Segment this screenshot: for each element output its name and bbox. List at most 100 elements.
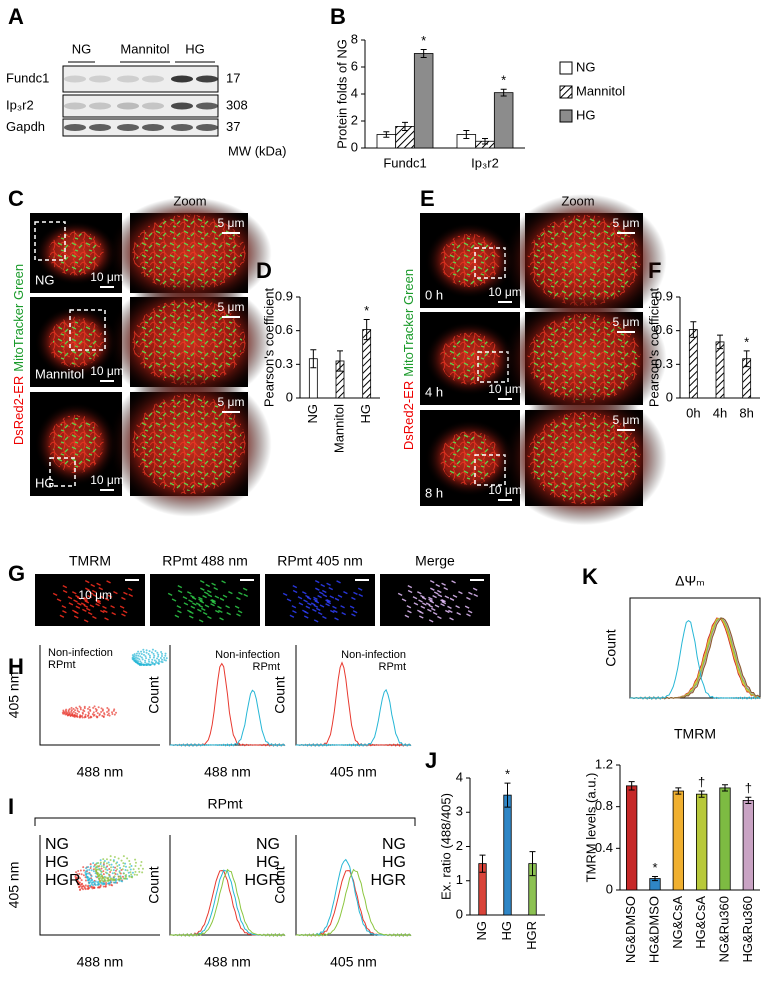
- mito: [236, 613, 241, 617]
- event-dot: [142, 663, 145, 666]
- y-tick-label: 0: [606, 881, 613, 896]
- event-dot: [161, 661, 164, 664]
- blot-strip: [62, 94, 219, 118]
- mito: [305, 605, 311, 609]
- y-tick-label: 4: [456, 769, 463, 784]
- x-tick-label: HG&DMSO: [646, 896, 661, 963]
- event-dot: [139, 655, 142, 658]
- event-dot: [144, 663, 147, 666]
- mito: [310, 602, 316, 606]
- event-dot: [79, 708, 82, 711]
- event-dot: [86, 885, 89, 888]
- bar: [719, 787, 731, 891]
- mito: [343, 591, 348, 595]
- mito: [445, 434, 495, 482]
- panel-title: RPmt: [208, 796, 243, 812]
- event-dot: [119, 867, 122, 870]
- mito: [530, 217, 638, 304]
- event-dot: [99, 862, 102, 865]
- mito: [204, 604, 210, 608]
- mito: [428, 619, 434, 623]
- legend-label: HGR: [45, 872, 81, 889]
- event-dot: [130, 865, 133, 868]
- event-dot: [78, 705, 81, 708]
- event-dot: [106, 869, 109, 872]
- panel-label: A: [8, 4, 24, 29]
- event-dot: [70, 709, 73, 712]
- error-bar: [482, 138, 488, 145]
- event-dot: [157, 653, 160, 656]
- event-dot: [124, 862, 127, 865]
- mito: [332, 605, 337, 609]
- event-dot: [98, 864, 101, 867]
- event-dot: [113, 713, 116, 716]
- mito: [236, 596, 241, 601]
- mito: [303, 615, 309, 619]
- stain-red: DsRed2-ER: [401, 381, 416, 450]
- mito: [430, 607, 436, 611]
- mito: [413, 602, 419, 606]
- event-dot: [147, 658, 150, 661]
- bar: [696, 793, 708, 891]
- event-dot: [96, 881, 99, 884]
- scale-label: 10 μm: [78, 588, 112, 602]
- mito: [349, 605, 355, 609]
- mito: [61, 605, 67, 609]
- event-dot: [137, 650, 140, 653]
- mito: [199, 600, 205, 604]
- mito: [73, 615, 79, 619]
- mito: [301, 591, 307, 595]
- zoom-box: [34, 221, 66, 261]
- mito: [186, 591, 192, 595]
- event-dot: [109, 871, 112, 874]
- event-dot: [147, 653, 150, 656]
- mito: [330, 609, 335, 614]
- x-tick-label: NG: [305, 404, 320, 424]
- condition-label: NG: [35, 272, 55, 287]
- error-bar: [310, 349, 317, 369]
- micrograph: [265, 574, 375, 626]
- event-dot: [92, 862, 95, 865]
- mito: [104, 617, 109, 621]
- mito: [171, 598, 177, 602]
- x-tick-label: 4h: [713, 405, 727, 420]
- event-dot: [111, 872, 114, 875]
- mito: [104, 597, 110, 601]
- event-dot: [96, 871, 99, 874]
- event-dot: [89, 716, 92, 719]
- mito: [202, 595, 207, 599]
- mito: [75, 594, 80, 599]
- x-axis-label: 488 nm: [204, 954, 251, 970]
- mito: [449, 597, 455, 601]
- significance: †: [698, 774, 705, 789]
- event-dot: [156, 651, 159, 654]
- mito: [90, 583, 96, 588]
- mito: [83, 596, 88, 600]
- mito: [313, 604, 319, 608]
- mito: [401, 598, 407, 602]
- plot-axes: [39, 835, 160, 936]
- event-dot: [76, 715, 79, 718]
- mito: [219, 597, 225, 601]
- event-dot: [114, 881, 117, 884]
- mito: [53, 319, 99, 365]
- event-dot: [93, 705, 96, 708]
- event-dot: [159, 656, 162, 659]
- event-dot: [144, 655, 147, 658]
- mito: [190, 605, 196, 609]
- mw-label: 17: [226, 70, 240, 85]
- x-axis-label: 488 nm: [77, 764, 124, 780]
- event-dot: [124, 869, 127, 872]
- band: [117, 75, 139, 83]
- event-dot: [80, 887, 83, 890]
- mw-label: 308: [226, 97, 248, 112]
- y-tick-label: 2: [456, 838, 463, 853]
- blot-group: NG: [72, 41, 92, 56]
- mito: [312, 608, 317, 613]
- event-dot: [102, 858, 105, 861]
- legend-label: RPmt: [48, 659, 76, 671]
- event-dot: [109, 877, 112, 880]
- mito: [292, 610, 297, 614]
- event-dot: [151, 662, 154, 665]
- band: [196, 124, 218, 131]
